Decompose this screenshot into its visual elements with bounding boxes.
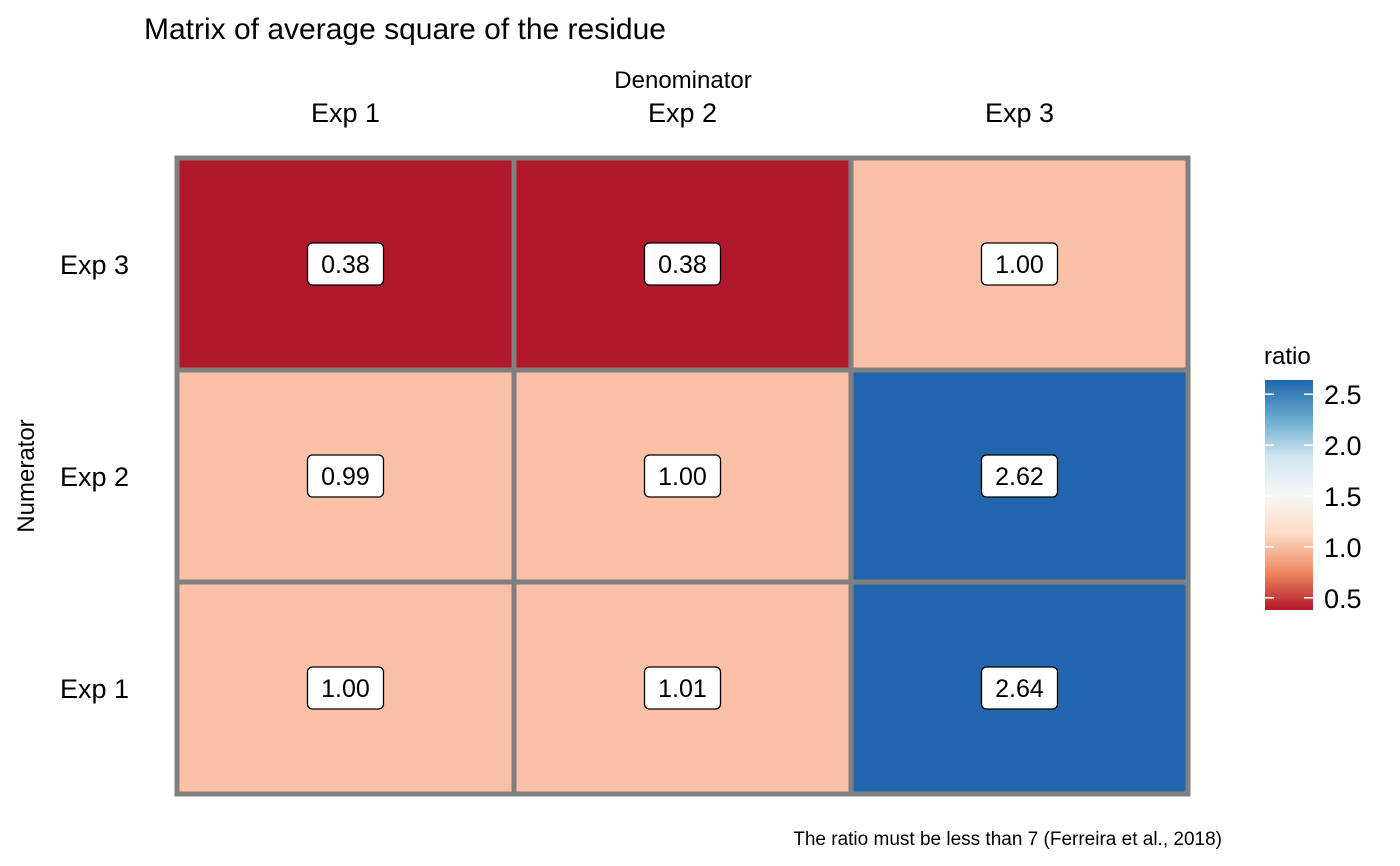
chart-caption: The ratio must be less than 7 (Ferreira …	[793, 829, 1222, 850]
cell-value-labels: 0.38 0.38 1.00 0.99 1.00 2.62 1.00 1.01 2.64	[306, 242, 1059, 710]
cell-value-label: 1.00	[321, 675, 370, 703]
legend-tick-label: 2.0	[1324, 431, 1362, 461]
legend-ticks: 2.5 2.0 1.5 1.0 0.5	[1265, 380, 1362, 614]
y-axis-title: Numerator	[13, 419, 40, 532]
cell-label-box	[643, 454, 722, 498]
heatmap-tiles	[174, 155, 1191, 797]
cell-value-label: 1.01	[658, 675, 707, 703]
cell-label-box	[306, 454, 385, 498]
legend-tick-label: 1.0	[1324, 533, 1362, 563]
cell-label-box	[306, 666, 385, 710]
legend-tick-label: 1.5	[1324, 482, 1362, 512]
cell-value-label: 0.99	[321, 463, 370, 491]
legend-tick-label: 2.5	[1324, 380, 1362, 410]
y-tick-label: Exp 2	[60, 462, 129, 492]
cell-label-box	[980, 666, 1059, 710]
cell-value-label: 2.62	[995, 463, 1044, 491]
legend-colorbar	[1265, 380, 1313, 610]
cell-label-box	[306, 242, 385, 286]
heatmap-cell	[511, 579, 854, 797]
chart-title: Matrix of average square of the residue	[144, 13, 666, 46]
cell-label-box	[643, 666, 722, 710]
x-tick-label: Exp 2	[648, 98, 717, 128]
cell-label-box	[980, 242, 1059, 286]
y-tick-label: Exp 1	[60, 674, 129, 704]
cell-value-label: 0.38	[321, 251, 370, 279]
legend-title: ratio	[1264, 343, 1311, 370]
cell-value-label: 2.64	[995, 675, 1044, 703]
x-tick-label: Exp 3	[985, 98, 1054, 128]
x-axis-title: Denominator	[614, 67, 751, 94]
cell-value-label: 1.00	[995, 251, 1044, 279]
legend: ratio 2.5 2.0 1.5 1.0 0.5	[1264, 343, 1362, 614]
x-tick-labels: Exp 1 Exp 2 Exp 3	[311, 98, 1054, 128]
cell-value-label: 0.38	[658, 251, 707, 279]
cell-value-label: 1.00	[658, 463, 707, 491]
cell-label-box	[643, 242, 722, 286]
x-tick-label: Exp 1	[311, 98, 380, 128]
y-tick-label: Exp 3	[60, 250, 129, 280]
y-tick-labels: Exp 3 Exp 2 Exp 1	[60, 250, 129, 704]
legend-tick-label: 0.5	[1324, 584, 1362, 614]
cell-label-box	[980, 454, 1059, 498]
